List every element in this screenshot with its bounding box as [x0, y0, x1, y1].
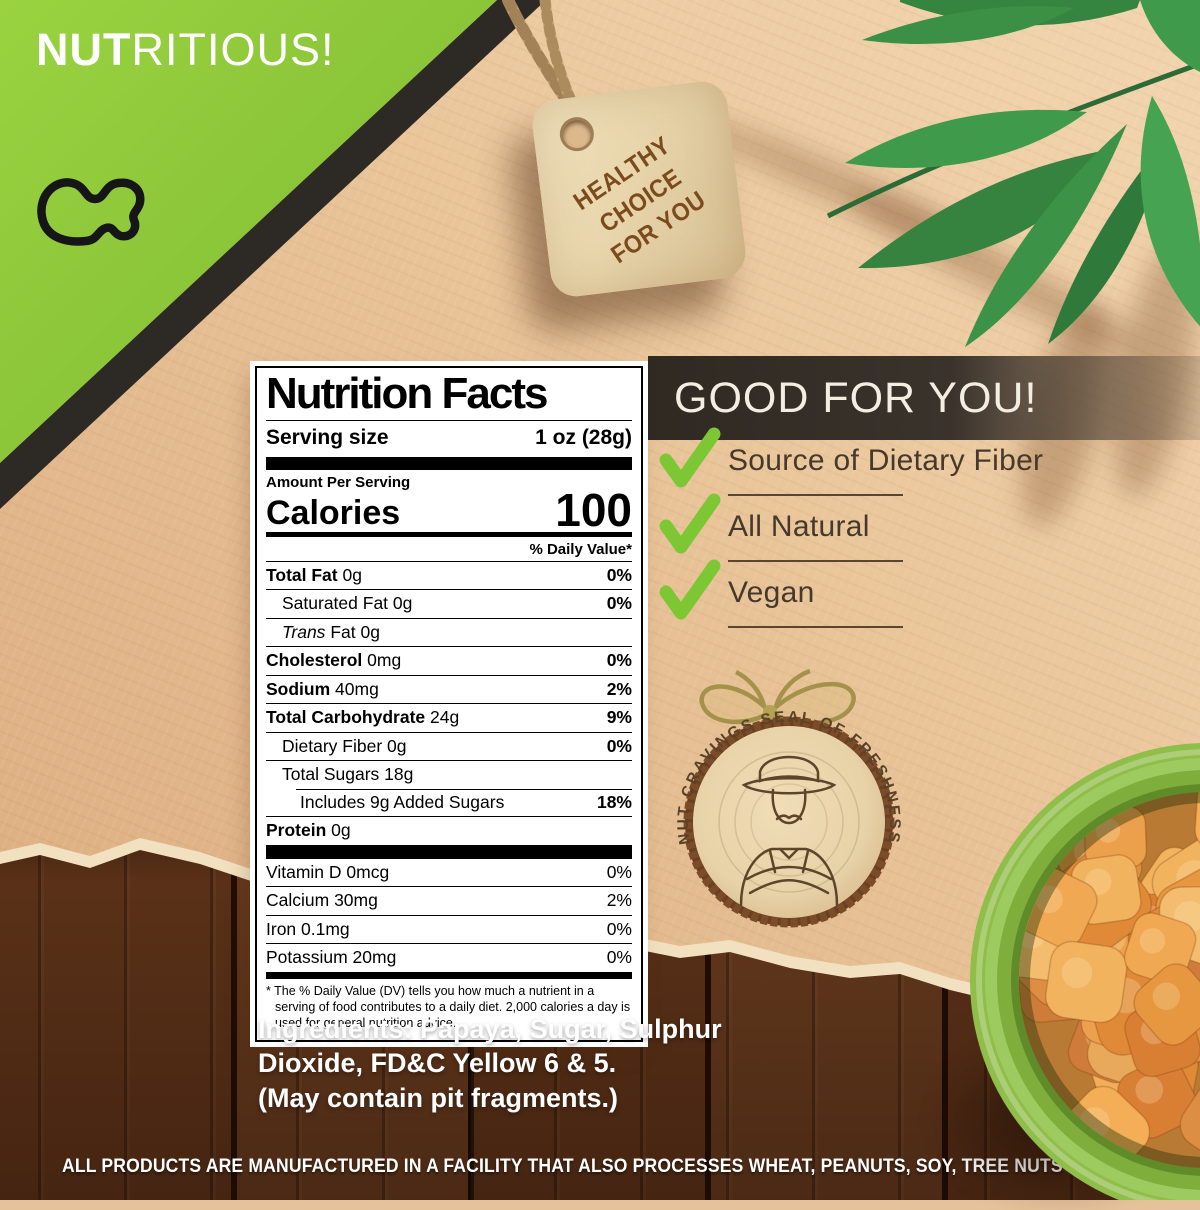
benefit-label: Vegan — [728, 576, 815, 609]
ingredients-line1: Ingredients: Papaya, Sugar, Sulphur — [258, 1014, 722, 1044]
ingredients-line2: Dioxide, FD&C Yellow 6 & 5. — [258, 1048, 617, 1079]
benefits-checklist: Source of Dietary Fiber All Natural Vegan — [650, 427, 1120, 640]
vitamin-label: Vitamin D 0mcg — [266, 861, 390, 882]
nutrient-label: Protein 0g — [266, 820, 351, 841]
vitamin-row: Potassium 20mg 0% — [266, 943, 632, 972]
vitamin-rows: Vitamin D 0mcg 0% Calcium 30mg 2% Iron 0.1mg… — [266, 857, 632, 972]
papaya-chunk-highlight — [1061, 957, 1093, 989]
nut-cravings-squiggle-logo — [37, 178, 145, 246]
papaya-chunk-highlight — [1152, 982, 1181, 1011]
papaya-chunk-highlight — [1035, 885, 1063, 914]
vitamin-row: Iron 0.1mg 0% — [266, 914, 632, 944]
nutrient-label: Total Carbohydrate 24g — [266, 707, 460, 728]
nutrition-facts-title: Nutrition Facts — [266, 369, 548, 418]
bow-knot — [763, 705, 777, 719]
benefit-label: All Natural — [728, 510, 870, 543]
papaya-chunk — [1179, 1072, 1200, 1168]
nutrient-row: Saturated Fat 0g 0% — [266, 589, 632, 618]
amount-per-serving: Amount Per Serving — [266, 473, 411, 491]
nutrient-row: Total Fat 0g 0% — [266, 560, 632, 590]
daily-value-footnote: * The % Daily Value (DV) tells you how m… — [266, 983, 631, 1031]
benefit-item: All Natural — [650, 493, 1120, 574]
nutrient-row: Protein 0g — [266, 816, 632, 845]
vitamin-daily-value: 0% — [606, 918, 632, 939]
vitamin-label: Potassium 20mg — [266, 947, 397, 968]
vitamin-label: Iron 0.1mg — [266, 918, 350, 939]
calories-label: Calories — [266, 493, 401, 532]
thick-rule — [266, 844, 632, 858]
nutrient-row: Includes 9g Added Sugars 18% — [266, 788, 632, 817]
benefit-underline — [728, 494, 903, 496]
nutrient-row: Trans Fat 0g — [266, 617, 632, 647]
ingredients-text: Ingredients: Papaya, Sugar, Sulphur Diox… — [258, 1012, 838, 1115]
check-icon — [659, 427, 721, 488]
nutrient-label: Saturated Fat 0g — [282, 593, 413, 614]
nutrient-daily-value: 9% — [606, 707, 632, 728]
papaya-bowl — [970, 743, 1200, 1200]
papaya-chunk — [1194, 792, 1200, 854]
vitamin-daily-value: 2% — [606, 890, 632, 911]
palm-leaves — [826, 0, 1200, 347]
thick-rule — [266, 456, 632, 470]
vitamin-daily-value: 0% — [606, 947, 632, 968]
vitamin-row: Calcium 30mg 2% — [266, 886, 632, 915]
check-icon — [659, 559, 721, 620]
benefit-underline — [728, 560, 903, 562]
nutrient-label: Total Sugars 18g — [282, 764, 414, 785]
calories-row: Calories 100 — [266, 483, 632, 536]
nutrient-row: Dietary Fiber 0g 0% — [266, 731, 632, 761]
serving-size-value: 1 oz (28g) — [535, 425, 632, 449]
footnote-rule — [266, 971, 632, 979]
benefit-underline — [728, 626, 903, 628]
farmer-illustration — [739, 755, 839, 907]
nutrient-daily-value: 18% — [596, 791, 632, 812]
benefit-item: Vegan — [650, 559, 1120, 640]
nutrient-label: Total Fat 0g — [266, 564, 362, 585]
nutrition-facts-panel: Nutrition Facts Serving size 1 oz (28g) … — [255, 366, 643, 1042]
nutrient-label: Trans Fat 0g — [282, 621, 380, 642]
medium-rule — [266, 531, 632, 537]
seal-of-freshness: NUT CRAVINGS SEAL OF FRESHNESS — [675, 668, 901, 928]
nutrient-label: Cholesterol 0mg — [266, 650, 402, 671]
vitamin-row: Vitamin D 0mcg 0% — [266, 857, 632, 887]
papaya-chunk-highlight — [1095, 818, 1121, 843]
nutrient-daily-value: 0% — [606, 593, 632, 614]
healthy-choice-hang-tag: HEALTHY CHOICE FOR YOU — [529, 78, 749, 300]
headline-bold-part: NUT — [36, 24, 132, 75]
nutrient-label: Sodium 40mg — [266, 678, 379, 699]
papaya-chunks — [1019, 792, 1200, 1168]
benefit-item: Source of Dietary Fiber — [650, 427, 1120, 508]
nutrient-daily-value: 2% — [606, 678, 632, 699]
facility-disclaimer: ALL PRODUCTS ARE MANUFACTURED IN A FACIL… — [62, 1155, 1063, 1177]
tag-hole — [557, 115, 596, 154]
daily-value-header: % Daily Value* — [529, 540, 632, 558]
benefit-label: Source of Dietary Fiber — [728, 444, 1044, 477]
good-for-you-banner: GOOD FOR YOU! — [648, 356, 1200, 440]
nutrient-label: Includes 9g Added Sugars — [300, 791, 505, 812]
ingredients-line3: (May contain pit fragments.) — [258, 1082, 619, 1113]
nutrient-rows: Total Fat 0g 0% Saturated Fat 0g 0% Trans Fa… — [266, 560, 632, 845]
vitamin-daily-value: 0% — [606, 861, 632, 882]
nutritious-headline: NUTRITIOUS! — [36, 24, 335, 76]
papaya-chunk-highlight — [1139, 928, 1166, 954]
serving-size-label: Serving size — [266, 425, 389, 449]
good-for-you-title: GOOD FOR YOU! — [674, 373, 1038, 422]
nutrient-row: Sodium 40mg 2% — [266, 674, 632, 704]
check-icon — [659, 493, 721, 554]
papaya-chunk — [1045, 940, 1128, 1024]
nutrient-daily-value: 0% — [606, 650, 632, 671]
nutrient-label: Dietary Fiber 0g — [282, 735, 407, 756]
serving-size-row: Serving size 1 oz (28g) — [266, 419, 632, 457]
calories-value: 100 — [555, 483, 632, 536]
nutrient-row: Total Sugars 18g — [266, 760, 632, 789]
nutrient-daily-value: 0% — [606, 564, 632, 585]
headline-rest-part: RITIOUS! — [131, 24, 335, 75]
vitamin-label: Calcium 30mg — [266, 890, 378, 911]
nutrient-row: Total Carbohydrate 24g 9% — [266, 703, 632, 732]
nutrient-row: Cholesterol 0mg 0% — [266, 646, 632, 675]
nutrient-daily-value: 0% — [606, 735, 632, 756]
papaya-chunk — [1133, 963, 1200, 1046]
papaya-chunk-highlight — [1135, 1075, 1164, 1104]
